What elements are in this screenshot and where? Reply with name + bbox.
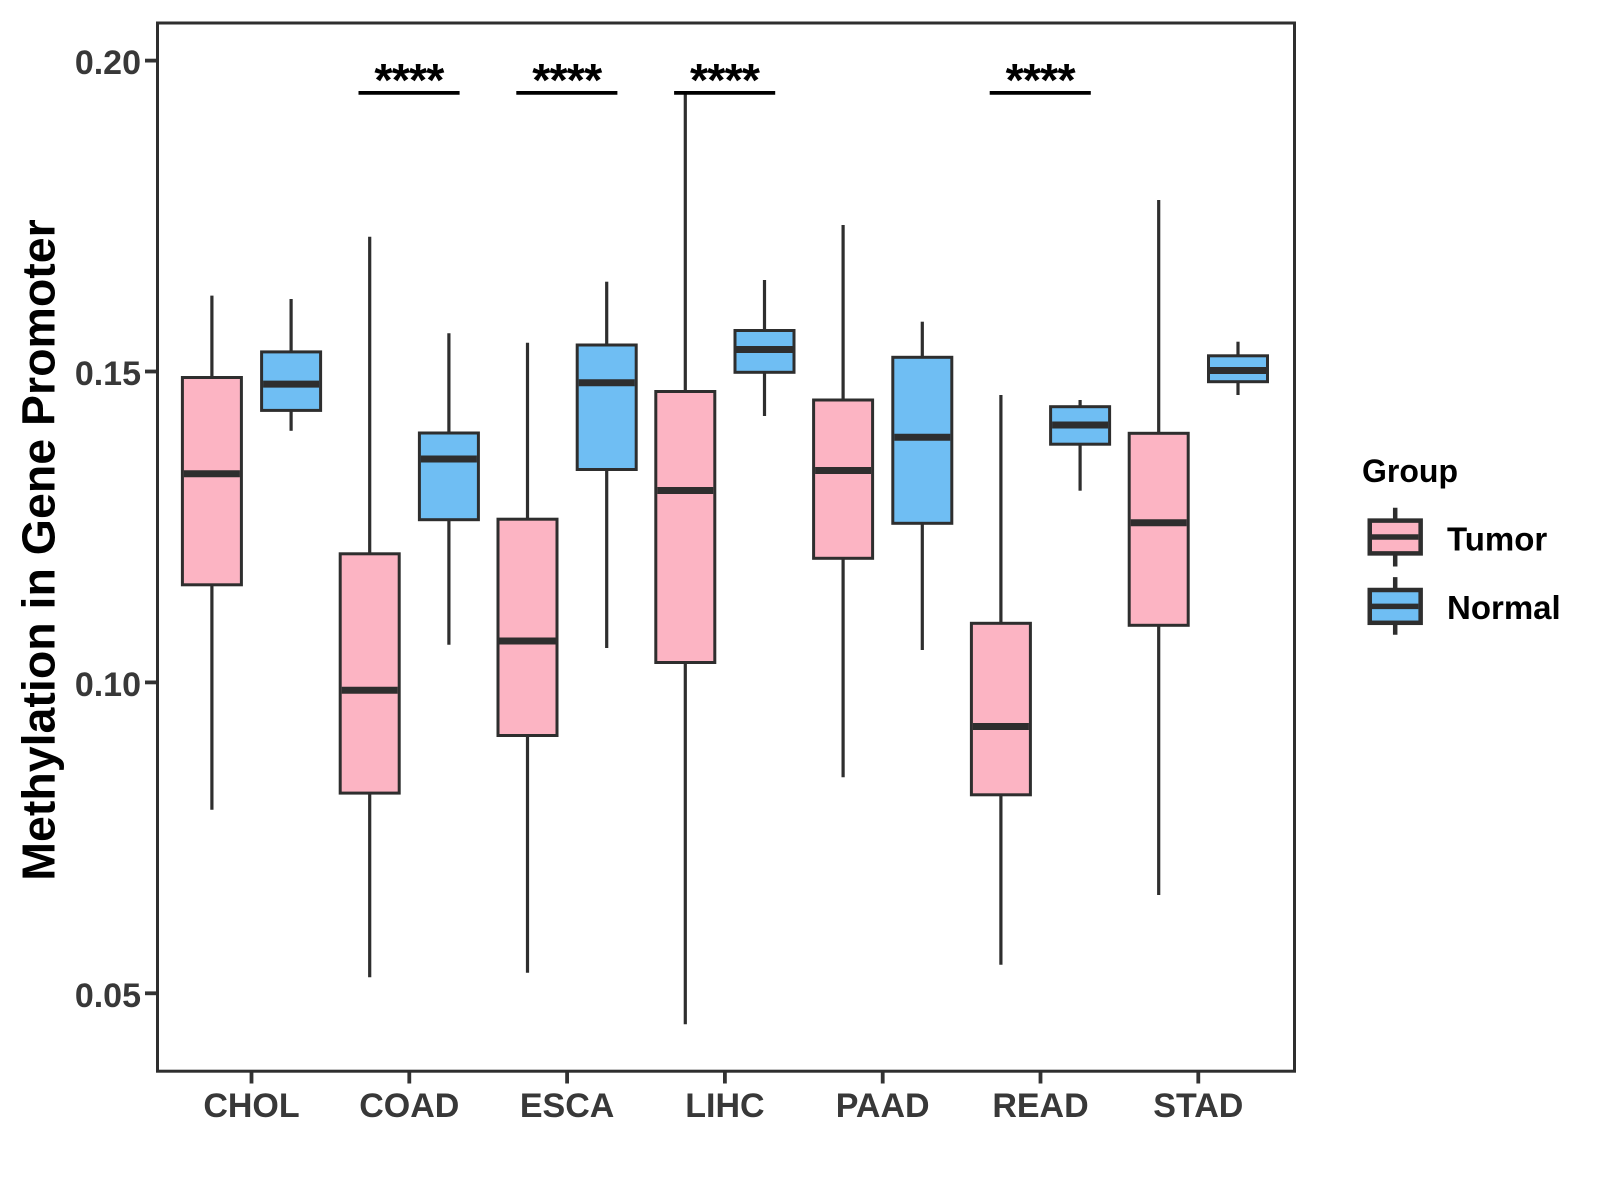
svg-text:****: **** bbox=[1006, 54, 1077, 106]
svg-text:Tumor: Tumor bbox=[1447, 521, 1547, 558]
svg-text:Methylation in Gene Promoter: Methylation in Gene Promoter bbox=[13, 219, 65, 880]
svg-text:READ: READ bbox=[992, 1087, 1088, 1125]
svg-text:****: **** bbox=[374, 54, 445, 106]
svg-text:PAAD: PAAD bbox=[836, 1087, 930, 1125]
svg-text:STAD: STAD bbox=[1153, 1087, 1243, 1125]
svg-text:Group: Group bbox=[1362, 453, 1458, 489]
svg-text:CHOL: CHOL bbox=[203, 1087, 299, 1125]
svg-text:0.20: 0.20 bbox=[75, 44, 141, 82]
svg-text:0.05: 0.05 bbox=[75, 977, 141, 1015]
svg-text:0.15: 0.15 bbox=[75, 355, 141, 393]
svg-text:0.10: 0.10 bbox=[75, 666, 141, 704]
svg-text:Normal: Normal bbox=[1447, 589, 1561, 626]
svg-text:COAD: COAD bbox=[359, 1087, 459, 1125]
svg-text:LIHC: LIHC bbox=[685, 1087, 764, 1125]
svg-text:ESCA: ESCA bbox=[520, 1087, 614, 1125]
svg-text:****: **** bbox=[690, 54, 761, 106]
svg-text:****: **** bbox=[532, 54, 603, 106]
